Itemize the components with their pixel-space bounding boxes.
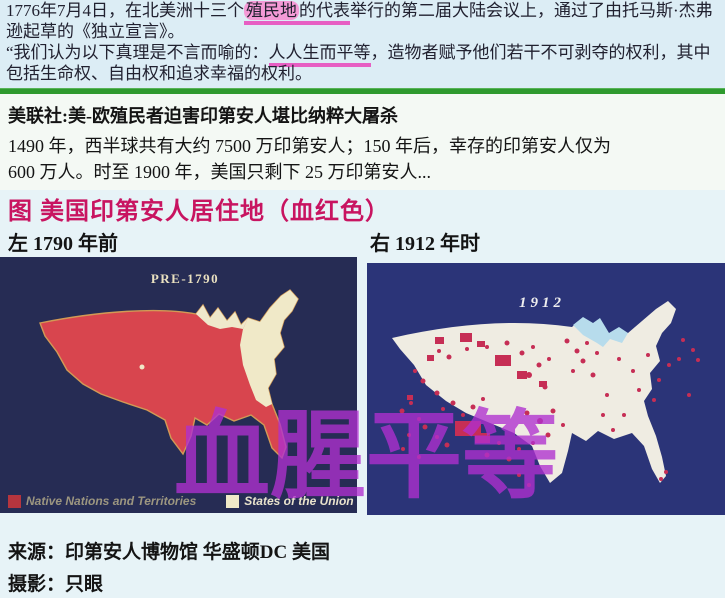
legend-item-native: Native Nations and Territories [8,494,196,508]
map-1912-image: 1912 [367,263,725,515]
source-line: 来源：印第安人博物馆 华盛顿DC 美国 [8,542,330,563]
map-legend: Native Nations and Territories States of… [8,494,354,508]
news-body-line-2: 600 万人。时至 1900 年，美国只剩下 25 万印第安人... [8,162,431,182]
map-pre-1790-image: PRE-1790 Native Nations and Territories … [0,257,357,513]
p1-text-before: 1776年7月4日，在北美洲十三个 [6,1,244,20]
states-of-union-shape [240,290,298,407]
legend-swatch-cream [226,494,240,508]
news-body-line-1: 1490 年，西半球共有大约 7500 万印第安人；150 年后，幸存的印第安人… [8,136,611,156]
news-headline: 美联社:美-欧殖民者迫害印第安人堪比纳粹大屠杀 [8,106,398,126]
green-divider-line [0,88,725,95]
map-pre-1790-graphic: PRE-1790 [39,271,299,460]
equality-quote-paragraph: “我们认为以下真理是不言而喻的：人人生而平等，造物者赋予他们若干不可剥夺的权利，… [0,42,725,84]
declaration-paragraph: 1776年7月4日，在北美洲十三个 殖民地 的代表举行的第二届大陆会议上，通过了由托… [0,0,725,42]
great-lakes-shape [196,305,248,329]
map-label-left: 左 1790 年前 [8,233,118,255]
map-right-caption: 1912 [519,295,565,311]
watermark-text: 血腥平等 [174,403,558,510]
p1-underline-rest: 的代表 [299,1,350,20]
photo-credit-line: 摄影：只眼 [8,574,104,595]
legend-label-states: States of the Union [244,494,354,508]
great-lakes-1912-shape [573,317,628,347]
p1-text-after: 举行的第二届大陆会议上，通过了由托马斯·杰弗逊起草的《独立宣言》。 [6,1,713,41]
legend-label-native: Native Nations and Territories [26,494,197,508]
map-label-right: 右 1912 年时 [370,233,480,255]
us-landmass-1912-shape [392,301,676,483]
p1-underline-group: 殖民地 的代表 [244,1,350,25]
news-section: 美联社:美-欧殖民者迫害印第安人堪比纳粹大屠杀 1490 年，西半球共有大约 7… [0,94,725,190]
reservation-patches [399,333,700,487]
p2-text-before: “我们认为以下真理是不言而喻的： [6,43,269,62]
small-cream-spot [139,364,145,370]
map-left-caption: PRE-1790 [151,271,219,286]
legend-swatch-red [8,494,21,508]
p2-text-after: ，造物者赋予他们若干不可剥夺的权利，其中包括生命权、自由权和追求幸福的权利。 [6,43,711,83]
p1-highlighted-term: 殖民地 [244,1,299,20]
intro-quote-section: 1776年7月4日，在北美洲十三个 殖民地 的代表举行的第二届大陆会议上，通过了由托… [0,0,725,88]
legend-item-states: States of the Union [226,494,354,508]
p2-underlined-phrase: 人人生而平等 [268,43,371,67]
map-1912-graphic: 1912 [392,295,700,487]
figure-title: 图 美国印第安人居住地（血红色） [8,199,390,225]
